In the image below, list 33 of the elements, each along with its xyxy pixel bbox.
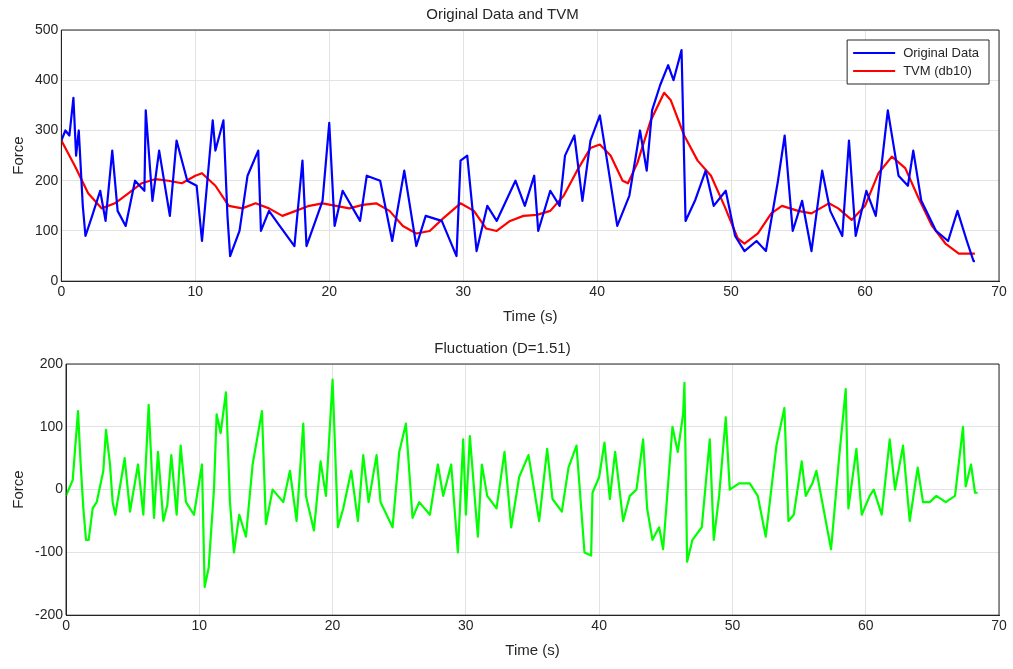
x-axis-title: Time (s) <box>502 307 558 325</box>
x-tick-label: 60 <box>857 283 874 300</box>
y-tick-label: 100 <box>35 221 59 238</box>
y-axis-title: Force <box>9 470 27 509</box>
x-tick-label: 70 <box>991 617 1007 634</box>
x-axis-title: Time (s) <box>505 641 560 659</box>
x-tick-label: 30 <box>455 283 472 300</box>
y-tick-label: -200 <box>34 606 64 623</box>
y-tick-label: 100 <box>39 417 64 434</box>
legend-label: TVM (db10) <box>903 62 972 78</box>
y-axis-title: Force <box>9 136 27 175</box>
x-tick-label: 10 <box>191 617 208 634</box>
y-tick-label: 500 <box>35 20 59 37</box>
x-tick-label: 50 <box>724 617 741 634</box>
y-tick-label: 300 <box>35 121 59 138</box>
y-tick-label: 200 <box>39 354 64 371</box>
y-tick-label: -100 <box>34 543 64 560</box>
y-tick-label: 0 <box>55 480 64 497</box>
x-tick-label: 70 <box>991 283 1007 300</box>
y-tick-label: 0 <box>50 272 59 289</box>
x-tick-label: 20 <box>324 617 341 634</box>
legend-label: Original Data <box>903 44 980 60</box>
x-tick-label: 30 <box>458 617 474 634</box>
x-tick-label: 60 <box>857 617 874 634</box>
x-tick-label: 40 <box>589 283 606 300</box>
y-tick-label: 400 <box>35 71 59 88</box>
chart-title: Fluctuation (D=1.51) <box>434 339 571 357</box>
x-tick-label: 20 <box>321 283 338 300</box>
x-tick-label: 50 <box>723 283 740 300</box>
y-tick-label: 200 <box>35 171 59 188</box>
x-tick-label: 40 <box>591 617 608 634</box>
x-tick-label: 10 <box>187 283 204 300</box>
chart-title: Original Data and TVM <box>426 5 579 23</box>
